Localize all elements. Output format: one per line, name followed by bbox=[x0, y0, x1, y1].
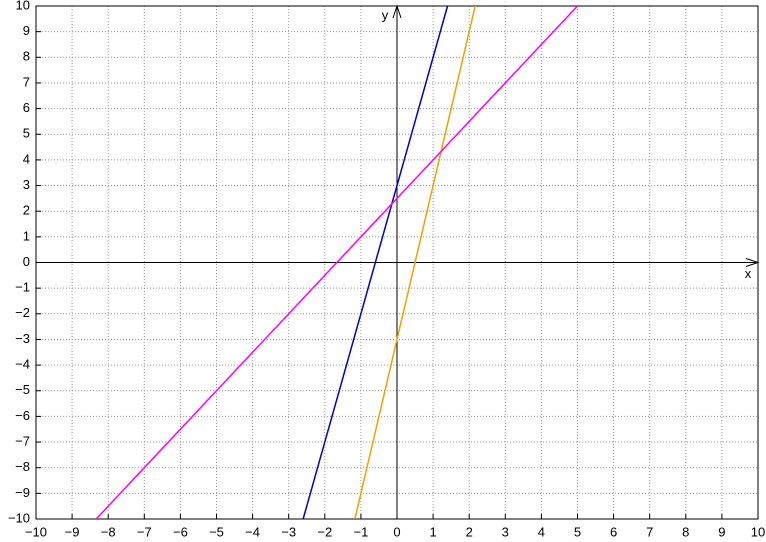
y-axis-label: y bbox=[382, 7, 389, 22]
y-tick-label: 3 bbox=[23, 177, 30, 192]
y-tick-label: −3 bbox=[15, 331, 30, 346]
x-tick-label: 8 bbox=[682, 524, 689, 539]
x-axis-label: x bbox=[745, 266, 752, 281]
y-tick-label: −6 bbox=[15, 408, 30, 423]
y-tick-label: 4 bbox=[23, 151, 30, 166]
y-tick-label: 6 bbox=[23, 100, 30, 115]
y-tick-label: −10 bbox=[8, 510, 30, 525]
line-series bbox=[302, 6, 449, 519]
x-tick-label: 1 bbox=[429, 524, 436, 539]
y-tick-label: −4 bbox=[15, 357, 30, 372]
line-series bbox=[95, 6, 579, 519]
x-tick-label: 10 bbox=[751, 524, 765, 539]
x-tick-label: −8 bbox=[101, 524, 116, 539]
x-tick-label: −5 bbox=[209, 524, 224, 539]
y-tick-label: −7 bbox=[15, 433, 30, 448]
y-tick-label: 8 bbox=[23, 49, 30, 64]
y-tick-label: −2 bbox=[15, 305, 30, 320]
line-series bbox=[354, 6, 476, 519]
y-tick-label: 10 bbox=[16, 0, 30, 12]
x-tick-label: −7 bbox=[137, 524, 152, 539]
y-tick-label: −5 bbox=[15, 382, 30, 397]
x-tick-label: −6 bbox=[173, 524, 188, 539]
x-tick-label: −4 bbox=[245, 524, 260, 539]
x-tick-label: 9 bbox=[718, 524, 725, 539]
x-tick-label: −9 bbox=[65, 524, 80, 539]
x-tick-label: 3 bbox=[502, 524, 509, 539]
x-tick-label: 0 bbox=[393, 524, 400, 539]
x-tick-label: −2 bbox=[317, 524, 332, 539]
y-tick-label: 2 bbox=[23, 203, 30, 218]
x-axis-arrow bbox=[745, 258, 760, 267]
x-tick-label: 7 bbox=[646, 524, 653, 539]
x-tick-label: 4 bbox=[538, 524, 545, 539]
x-tick-label: 6 bbox=[610, 524, 617, 539]
y-tick-label: 7 bbox=[23, 74, 30, 89]
x-tick-label: −1 bbox=[353, 524, 368, 539]
x-tick-label: −10 bbox=[25, 524, 47, 539]
y-tick-label: −8 bbox=[15, 459, 30, 474]
y-axis-arrow bbox=[392, 4, 402, 19]
x-tick-label: 2 bbox=[466, 524, 473, 539]
y-tick-label: −9 bbox=[15, 485, 30, 500]
y-tick-label: 0 bbox=[23, 254, 30, 269]
y-tick-label: 9 bbox=[23, 23, 30, 38]
y-tick-label: 1 bbox=[23, 228, 30, 243]
y-tick-label: −1 bbox=[15, 280, 30, 295]
y-tick-label: 5 bbox=[23, 126, 30, 141]
x-tick-label: −3 bbox=[281, 524, 296, 539]
x-tick-label: 5 bbox=[574, 524, 581, 539]
